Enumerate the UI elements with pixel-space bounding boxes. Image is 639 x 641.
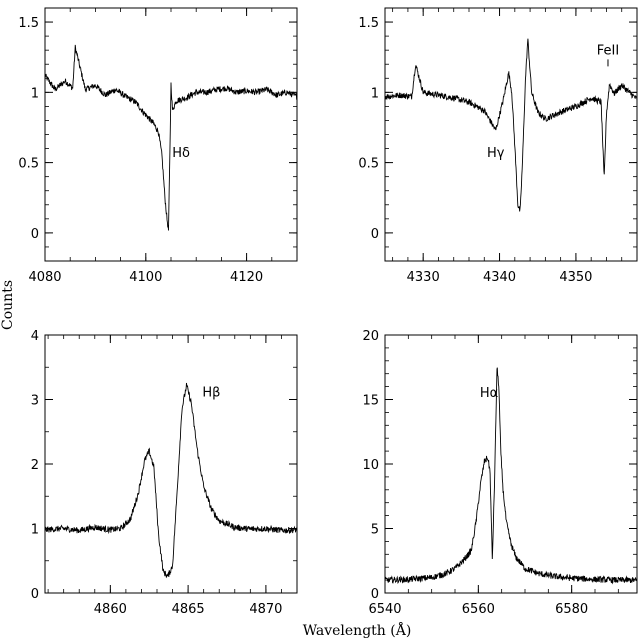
x-tick-label: 4330 (407, 270, 440, 285)
y-tick-label: 1.5 (18, 16, 39, 31)
x-tick-label: 4865 (172, 602, 205, 617)
y-tick-label: 1.5 (358, 16, 379, 31)
panel-bottom-left: 4860 4865 4870 0 1 2 3 4 Hβ (31, 329, 298, 617)
y-tick-label: 0.5 (358, 157, 379, 172)
panel-top-left: 4080 4100 4120 0 0.5 1 1.5 Hδ (18, 7, 298, 285)
x-tick-label: 6560 (462, 602, 495, 617)
spectrum-line (44, 382, 298, 579)
line-annotation: Hδ (172, 146, 190, 161)
y-tick-label: 15 (362, 394, 379, 409)
line-annotation: Hβ (202, 385, 220, 400)
panel-top-right: 4330 4340 4350 0 0.5 1 1.5 Hγ FeII (358, 7, 638, 285)
figure-xlabel: Wavelength (Å) (303, 621, 412, 639)
x-tick-label: 4340 (483, 270, 516, 285)
y-tick-label: 2 (31, 458, 39, 473)
x-tick-label: 6540 (368, 602, 401, 617)
panel-frame (44, 334, 298, 594)
y-tick-label: 0 (31, 587, 39, 602)
x-tick-label: 4080 (28, 270, 61, 285)
x-tick-label: 4870 (249, 602, 282, 617)
spectrum-line (384, 38, 638, 212)
panel-frame (384, 334, 638, 594)
y-tick-label: 1 (371, 86, 379, 101)
spectrum-line (384, 367, 638, 585)
x-tick-label: 4350 (559, 270, 592, 285)
x-tick-label: 6580 (555, 602, 588, 617)
line-annotation: FeII (597, 43, 619, 58)
y-tick-label: 0 (371, 587, 379, 602)
spectrum-line (44, 44, 298, 231)
y-tick-label: 0 (31, 227, 39, 242)
line-annotation: Hγ (487, 146, 505, 161)
y-tick-label: 0.5 (18, 157, 39, 172)
line-annotation: Hα (480, 386, 498, 401)
y-tick-label: 4 (31, 329, 39, 344)
x-tick-label: 4120 (230, 270, 263, 285)
panel-bottom-right: 6540 6560 6580 0 5 10 15 20 Hα (362, 329, 638, 617)
y-tick-label: 1 (31, 523, 39, 538)
y-tick-label: 20 (362, 329, 379, 344)
y-tick-label: 3 (31, 394, 39, 409)
figure-ylabel: Counts (0, 280, 16, 330)
x-tick-label: 4860 (94, 602, 127, 617)
y-tick-label: 0 (371, 227, 379, 242)
y-tick-label: 5 (371, 523, 379, 538)
panel-frame (44, 7, 298, 262)
y-tick-label: 1 (31, 86, 39, 101)
y-tick-label: 10 (362, 458, 379, 473)
x-tick-label: 4100 (129, 270, 162, 285)
